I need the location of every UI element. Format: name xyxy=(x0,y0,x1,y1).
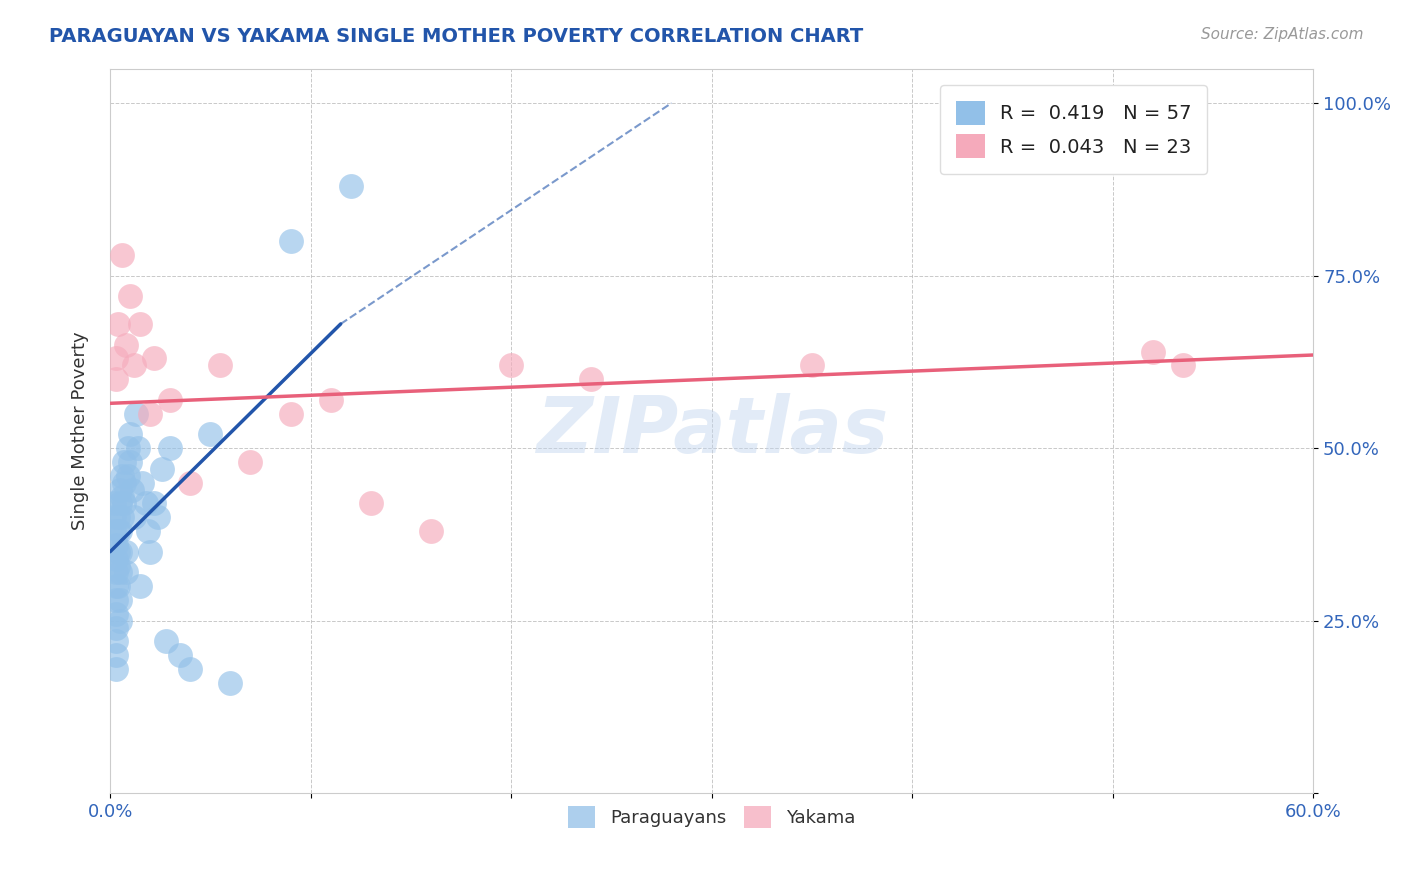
Point xyxy=(280,407,302,421)
Point xyxy=(135,496,157,510)
Point xyxy=(143,351,166,366)
Point xyxy=(419,524,441,538)
Point xyxy=(108,614,131,628)
Point xyxy=(127,441,149,455)
Point xyxy=(581,372,603,386)
Point xyxy=(239,455,262,469)
Point xyxy=(111,468,134,483)
Point xyxy=(105,662,128,676)
Point xyxy=(108,593,131,607)
Point xyxy=(115,337,138,351)
Point xyxy=(107,579,129,593)
Text: ZIPatlas: ZIPatlas xyxy=(536,393,887,469)
Point xyxy=(112,496,135,510)
Point xyxy=(136,524,159,538)
Legend: Paraguayans, Yakama: Paraguayans, Yakama xyxy=(561,798,862,835)
Point xyxy=(122,510,145,524)
Point xyxy=(150,462,173,476)
Point xyxy=(103,510,125,524)
Point xyxy=(105,634,128,648)
Point xyxy=(125,407,148,421)
Point xyxy=(105,566,128,580)
Point xyxy=(117,441,139,455)
Point xyxy=(103,524,125,538)
Point xyxy=(105,351,128,366)
Point xyxy=(105,372,128,386)
Point xyxy=(112,455,135,469)
Point xyxy=(107,317,129,331)
Point xyxy=(115,545,138,559)
Point xyxy=(105,607,128,621)
Point xyxy=(143,496,166,510)
Point xyxy=(108,496,131,510)
Point xyxy=(105,648,128,663)
Point xyxy=(501,359,523,373)
Point xyxy=(120,427,142,442)
Point xyxy=(108,545,131,559)
Point xyxy=(200,427,222,442)
Point xyxy=(105,579,128,593)
Point xyxy=(108,524,131,538)
Point xyxy=(129,579,152,593)
Point xyxy=(131,475,153,490)
Point xyxy=(360,496,382,510)
Point xyxy=(108,566,131,580)
Point xyxy=(107,524,129,538)
Text: Source: ZipAtlas.com: Source: ZipAtlas.com xyxy=(1201,27,1364,42)
Point xyxy=(179,662,201,676)
Point xyxy=(111,510,134,524)
Point xyxy=(1142,344,1164,359)
Point xyxy=(107,510,129,524)
Point xyxy=(179,475,201,490)
Point xyxy=(117,468,139,483)
Point xyxy=(1171,359,1194,373)
Point xyxy=(120,289,142,303)
Point xyxy=(139,545,162,559)
Point xyxy=(121,483,143,497)
Point xyxy=(129,317,152,331)
Point xyxy=(139,407,162,421)
Y-axis label: Single Mother Poverty: Single Mother Poverty xyxy=(72,332,89,530)
Point xyxy=(112,475,135,490)
Point xyxy=(800,359,823,373)
Point xyxy=(120,455,142,469)
Point xyxy=(105,593,128,607)
Text: PARAGUAYAN VS YAKAMA SINGLE MOTHER POVERTY CORRELATION CHART: PARAGUAYAN VS YAKAMA SINGLE MOTHER POVER… xyxy=(49,27,863,45)
Point xyxy=(169,648,191,663)
Point xyxy=(103,496,125,510)
Point xyxy=(219,676,242,690)
Point xyxy=(155,634,177,648)
Point xyxy=(209,359,232,373)
Point xyxy=(148,510,170,524)
Point xyxy=(105,621,128,635)
Point xyxy=(115,566,138,580)
Point xyxy=(111,248,134,262)
Point xyxy=(339,178,361,193)
Point xyxy=(107,545,129,559)
Point xyxy=(159,392,181,407)
Point xyxy=(280,234,302,248)
Point xyxy=(105,538,128,552)
Point xyxy=(111,490,134,504)
Point xyxy=(108,483,131,497)
Point xyxy=(105,551,128,566)
Point xyxy=(122,359,145,373)
Point xyxy=(107,558,129,573)
Point xyxy=(159,441,181,455)
Point xyxy=(319,392,342,407)
